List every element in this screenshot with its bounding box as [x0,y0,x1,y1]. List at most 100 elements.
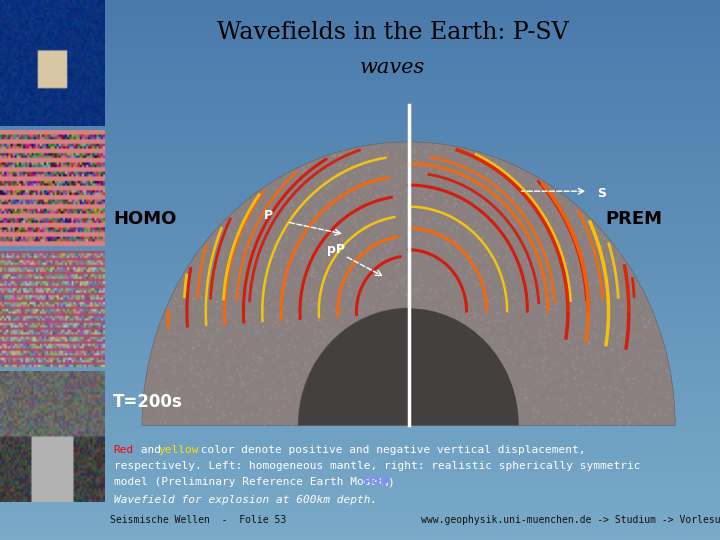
Point [240,313,252,322]
Point [481,326,492,335]
Point [570,353,582,362]
Point [524,361,536,370]
Point [477,197,489,206]
Point [528,333,539,341]
Point [521,392,532,401]
Point [261,417,272,426]
Point [393,269,405,278]
Point [217,407,228,416]
Point [257,309,269,318]
Point [257,305,269,314]
Point [415,276,427,285]
Point [415,152,426,161]
Point [186,343,198,352]
Point [588,259,599,268]
Point [546,282,558,291]
Point [185,264,197,273]
Point [212,291,224,300]
Point [242,328,253,336]
Point [565,243,577,252]
Point [423,249,434,258]
Point [521,262,533,271]
Point [297,179,309,187]
Point [451,199,462,207]
Point [258,347,270,356]
Point [194,415,206,423]
Point [312,166,324,175]
Point [475,161,487,170]
Point [406,239,418,247]
Point [621,414,632,422]
Point [338,163,350,171]
Point [217,249,228,258]
Point [304,295,315,303]
Point [268,319,279,327]
Point [334,161,346,170]
Point [556,277,567,286]
Point [570,411,582,420]
Text: respectively. Left: homogeneous mantle, right: realistic spherically symmetric: respectively. Left: homogeneous mantle, … [114,461,640,471]
Point [271,312,283,320]
Point [282,233,293,242]
Point [591,354,603,363]
Point [527,352,539,361]
Point [481,199,492,207]
Point [267,247,279,256]
Point [445,278,456,286]
Point [395,189,406,198]
Point [215,335,227,343]
Point [629,373,641,381]
Point [179,281,190,290]
Point [339,173,351,182]
Point [183,359,194,367]
Point [203,369,215,378]
Point [394,234,405,243]
Point [478,214,490,222]
Point [439,276,451,285]
Point [195,294,207,302]
Point [386,208,397,217]
Point [501,224,513,233]
Point [549,369,560,377]
Point [176,400,187,408]
Point [610,289,621,298]
Point [251,366,262,375]
Point [495,200,507,209]
Point [224,379,235,388]
Point [349,295,361,304]
Point [505,305,517,313]
Point [521,327,533,335]
Point [608,253,620,262]
Point [491,195,503,204]
Point [562,336,573,345]
Point [420,292,431,300]
Point [192,338,203,347]
Point [389,205,400,213]
Point [556,346,567,355]
Point [305,269,317,278]
Point [410,216,421,225]
Point [260,415,271,423]
Point [435,175,446,184]
Point [359,184,370,192]
Point [574,400,585,409]
Point [318,332,330,340]
Point [347,206,359,215]
Point [323,272,335,280]
Point [582,409,594,418]
Point [539,302,550,310]
Point [225,231,236,240]
Point [386,205,397,213]
Point [528,402,540,411]
Point [299,316,310,325]
Point [651,363,662,372]
Point [343,179,354,188]
Point [287,362,299,371]
Point [500,278,512,286]
Point [289,368,300,377]
Point [351,265,363,274]
Point [318,194,329,202]
Point [458,314,469,323]
Point [525,175,536,184]
Point [582,233,593,241]
